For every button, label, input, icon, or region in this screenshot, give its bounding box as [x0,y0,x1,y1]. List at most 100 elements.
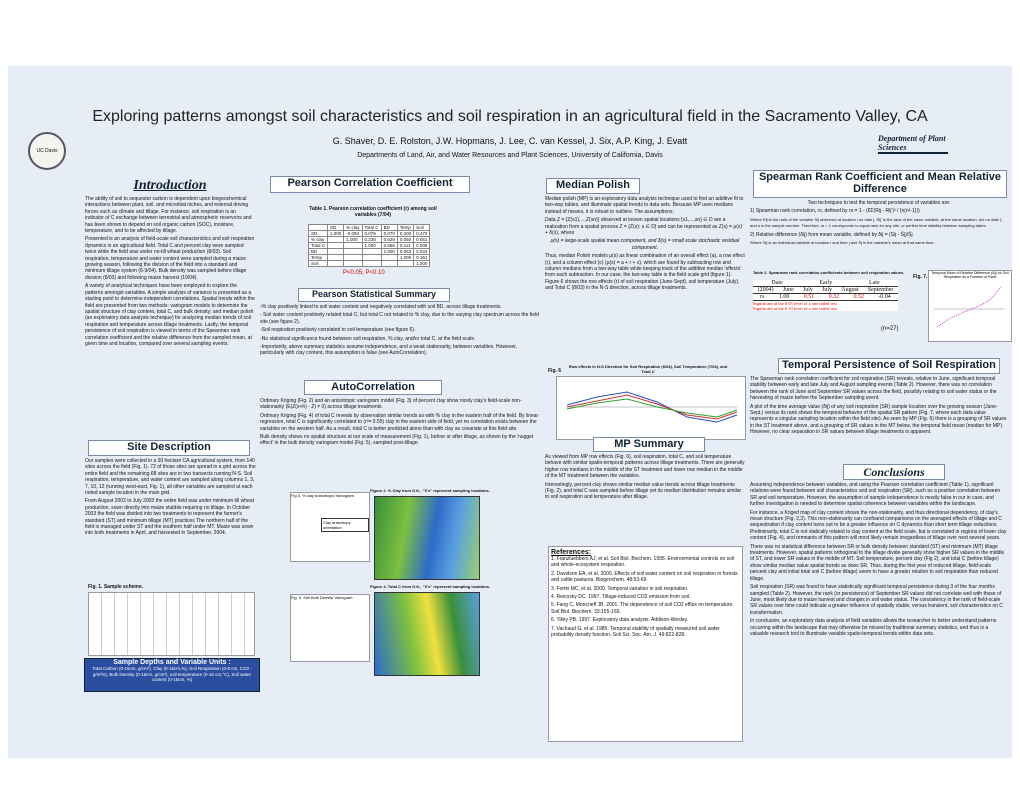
ref: 2. Davidson EA, et al. 2000. Effects of … [551,570,738,584]
ref: 7. Vachaud G, et al. 1985. Temporal stab… [551,625,720,639]
figure [556,376,746,440]
affiliation: Departments of Land, Air, and Water Reso… [357,152,663,159]
paragraph: Interestingly, percent clay shows simila… [545,481,742,501]
cell [361,260,382,267]
ref: 5. Fang C, Moncrieff JB. 2001. The depen… [551,602,734,615]
paragraph: Two techniques to test the temporal pers… [807,200,951,206]
item: -No statistical significance found betwe… [260,335,476,342]
cell: Early [819,280,833,286]
conclusions-heading-box: Conclusions [843,464,945,480]
paragraph: In conclusion, an exploratory data analy… [750,618,997,637]
heading: Introduction [133,178,207,193]
text: Total Carbon (0-15cm, g/cm²), Clay (0-15… [92,666,252,682]
figure: Temporal Mean of Relative Difference (δi… [928,270,1012,342]
item: -Soil respiration positively correlated … [260,327,416,334]
paragraph: From August 2002 to July 2003 the entire… [85,498,254,537]
caption: Fig. 5. Soil Bulk Density Variogram [291,595,353,600]
row: Soil 1.000 [307,260,431,267]
item: -% clay positively linked to soil water … [260,304,502,310]
figure: Fig 3. % clay Anisotropic Variogram Clay … [290,492,370,562]
fig6-plot [566,391,738,423]
intro-heading: Introduction [100,178,240,194]
cell: 0.656 [380,242,398,249]
n: (n=27) [881,326,899,332]
intro-text: The ability of soil to sequester carbon … [85,196,255,349]
paragraph: Soil respiration (SR) was found to have … [750,584,1003,616]
paragraph: The ability of soil to sequester carbon … [85,196,252,235]
cell: 0.52 [853,294,864,300]
sig: Significant at the 0.10 level of a one t… [753,306,837,311]
row: Temp 1.000 0.161 [307,254,431,261]
paragraph: Ordinary Kriging (Fig. 2) and an anisotr… [260,398,522,411]
pearson-heading-box: Pearson Correlation Coefficient [270,176,470,193]
paragraph: Bulk density shows no spatial structure … [260,434,534,447]
spearman-heading-box: Spearman Rank Coefficient and Mean Relat… [753,170,1007,198]
cell: June [782,287,794,293]
heading: Pearson Correlation Coefficient [287,177,453,189]
paragraph: Presented is an analysis of field-scale … [85,236,255,281]
row: rs 1.00 0.51 0.32 0.52 -0.04 [753,293,898,301]
map [374,496,480,580]
ref: 1. Franzluebbers AJ, et al. Soil Biol. B… [551,556,735,569]
table2: Date Early Late (2004) June July July August Se… [753,280,898,311]
paragraph: Where Rij is the rank of the variable Si… [750,216,1003,229]
poster: Exploring patterns amongst soil characte… [8,66,1012,758]
temporal-text: The Spearman rank correlation coefficien… [750,376,1008,438]
paragraph: The Spearman rank correlation coefficien… [750,376,997,402]
figure: Fig. 5. Soil Bulk Density Variogram [290,594,370,662]
dept-logo: Department of Plant Sciences [878,134,948,154]
cell [343,260,363,267]
fig-label: Fig. 6 [548,368,562,374]
heading: MP Summary [614,438,684,450]
cell: July [802,287,813,293]
mp-heading-box: Median Polish [546,178,640,194]
paragraph: A plot of the time average value (δij) o… [750,403,1007,436]
paragraph: Assuming independence between variables,… [750,482,1001,508]
paragraph: Thus, median Polish models μ(s) as linea… [545,253,745,292]
cell: (2004) [757,287,774,293]
fig-label: Fig. 7. [913,274,928,280]
cell: 1.000 [413,260,431,267]
paragraph: For instance, a Kriged map of clay conte… [750,509,1007,542]
heading: Spearman Rank Coefficient and Mean Relat… [758,171,1002,195]
cell [396,260,415,267]
authors: G. Shaver, D. E. Rolston, J.W. Hopmans, … [332,136,688,146]
paragraph: Ordinary Kriging (Fig. 4) of total C rev… [260,412,539,432]
caption: Fig 3. % clay Anisotropic Variogram [291,493,354,498]
cell: Late [868,280,880,286]
site-heading-box: Site Description [88,440,250,456]
cell: 0.070 [380,230,398,237]
summary-heading-box: Pearson Statistical Summary [298,288,450,302]
fig7-plot [934,286,1004,328]
item: - Soil water content positively related … [260,312,539,325]
mps-heading-box: MP Summary [593,437,705,452]
significance: P<0.05, P<0.10 [343,270,385,276]
fig-caption: Row effects in N-S Direction for Soil Re… [568,364,728,374]
cell: 0.51 [803,294,815,300]
figure [88,592,255,656]
summary-text: -% clay positively linked to soil water … [260,304,540,359]
cell: rs [760,294,765,300]
ref: 6. Tilley PB. 1997. Exploratory data ana… [551,617,689,624]
fig-caption: Figure 4. Total C from O.K., "X's" repre… [370,584,491,589]
paragraph: Where Sij is an individual variable at l… [750,240,935,246]
table: SD% clay Total C BD Temp Soil SD 1.000 -0.093 0… [307,224,431,267]
cell: September [867,287,894,293]
cell [327,260,345,267]
auto-text: Ordinary Kriging (Fig. 2) and an anisotr… [260,398,542,449]
title: Exploring patterns amongst soil characte… [92,108,928,125]
references: References: 1. Franzluebbers AJ, et al. … [548,546,743,742]
cell: 0.629 [380,236,398,243]
paragraph: Median polish (MP) is an exploratory dat… [545,196,744,215]
mps-text: As viewed from MP row effects (Fig. 6), … [545,454,745,503]
cell: 0.32 [828,294,840,300]
mp-text: Median polish (MP) is an exploratory dat… [545,196,745,294]
table-caption: Table 2. Spearman rank correlation coeff… [753,270,905,275]
cell: -0.04 [878,294,891,300]
heading: Median Polish [556,179,630,191]
paragraph: A variety of analytical techniques have … [85,283,255,347]
item: -Importantly, above summary statistics a… [260,344,517,357]
map [374,592,480,676]
paragraph: Our samples were collected in a 30 hecta… [85,458,256,497]
cell: % clay [343,224,363,231]
